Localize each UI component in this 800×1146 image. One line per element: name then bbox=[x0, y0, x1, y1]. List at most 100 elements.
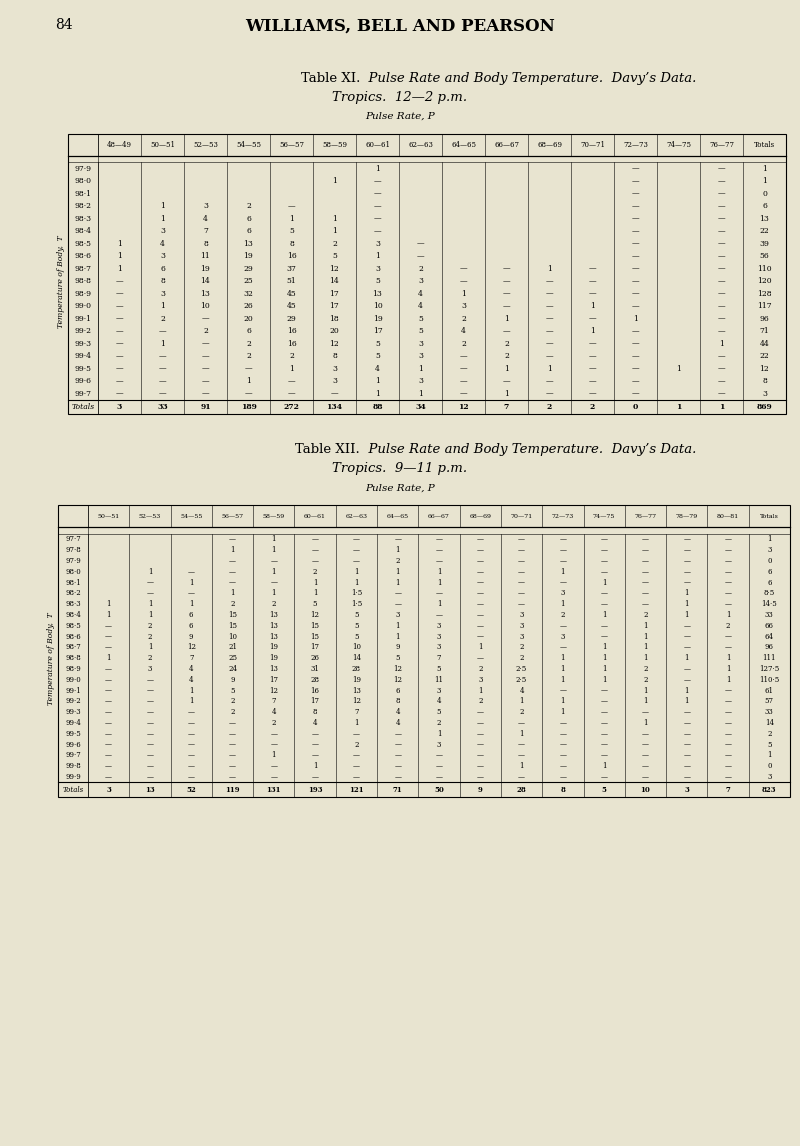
Text: —: — bbox=[546, 303, 554, 311]
Text: —: — bbox=[601, 547, 608, 555]
Text: —: — bbox=[202, 315, 210, 323]
Text: 6: 6 bbox=[246, 328, 251, 336]
Text: —: — bbox=[477, 547, 484, 555]
Text: 1: 1 bbox=[313, 589, 318, 597]
Text: 98·2: 98·2 bbox=[65, 589, 81, 597]
Text: 14·5: 14·5 bbox=[762, 601, 778, 609]
Text: 1: 1 bbox=[547, 364, 552, 372]
Text: 99·7: 99·7 bbox=[74, 390, 91, 398]
Text: 2: 2 bbox=[726, 622, 730, 630]
Text: —: — bbox=[435, 535, 442, 543]
Text: 9: 9 bbox=[189, 633, 194, 641]
Text: 99·2: 99·2 bbox=[74, 328, 91, 336]
Text: 1: 1 bbox=[762, 178, 767, 186]
Text: —: — bbox=[559, 622, 566, 630]
Text: —: — bbox=[229, 719, 236, 727]
Text: 6: 6 bbox=[189, 611, 194, 619]
Text: —: — bbox=[374, 190, 382, 198]
Text: 1: 1 bbox=[332, 178, 337, 186]
Text: 98·7: 98·7 bbox=[74, 265, 91, 273]
Text: 99·1: 99·1 bbox=[74, 315, 91, 323]
Text: —: — bbox=[460, 265, 467, 273]
Text: —: — bbox=[229, 557, 236, 565]
Text: —: — bbox=[718, 364, 726, 372]
Text: 1: 1 bbox=[148, 567, 152, 575]
Text: 2: 2 bbox=[246, 202, 251, 210]
Text: —: — bbox=[188, 589, 194, 597]
Text: —: — bbox=[229, 730, 236, 738]
Text: —: — bbox=[116, 352, 123, 360]
Text: —: — bbox=[394, 762, 402, 770]
Text: —: — bbox=[394, 601, 402, 609]
Text: —: — bbox=[270, 730, 278, 738]
Text: 66—67: 66—67 bbox=[428, 515, 450, 519]
Text: 97·7: 97·7 bbox=[65, 535, 81, 543]
Text: —: — bbox=[518, 601, 525, 609]
Text: —: — bbox=[632, 202, 639, 210]
Text: 15: 15 bbox=[310, 633, 320, 641]
Text: 21: 21 bbox=[228, 643, 237, 651]
Text: —: — bbox=[105, 665, 112, 673]
Text: 33: 33 bbox=[765, 611, 774, 619]
Text: —: — bbox=[718, 303, 726, 311]
Text: —: — bbox=[105, 676, 112, 684]
Text: —: — bbox=[518, 535, 525, 543]
Text: —: — bbox=[683, 547, 690, 555]
Text: 1: 1 bbox=[289, 214, 294, 222]
Text: —: — bbox=[601, 698, 608, 706]
Text: —: — bbox=[270, 557, 278, 565]
Text: —: — bbox=[477, 611, 484, 619]
Text: —: — bbox=[146, 676, 154, 684]
Text: Totals: Totals bbox=[754, 141, 775, 149]
Text: —: — bbox=[116, 339, 123, 347]
Text: 28: 28 bbox=[517, 786, 526, 794]
Text: —: — bbox=[460, 377, 467, 385]
Text: 1: 1 bbox=[676, 364, 681, 372]
Text: 10: 10 bbox=[352, 643, 361, 651]
Text: —: — bbox=[435, 611, 442, 619]
Text: 1: 1 bbox=[106, 654, 111, 662]
Text: —: — bbox=[559, 762, 566, 770]
Text: 2: 2 bbox=[519, 643, 524, 651]
Text: 8: 8 bbox=[762, 377, 767, 385]
Text: 1: 1 bbox=[685, 611, 689, 619]
Text: —: — bbox=[394, 752, 402, 760]
Text: —: — bbox=[270, 774, 278, 782]
Text: —: — bbox=[683, 774, 690, 782]
Text: 64: 64 bbox=[765, 633, 774, 641]
Text: —: — bbox=[146, 589, 154, 597]
Text: 60—61: 60—61 bbox=[365, 141, 390, 149]
Text: —: — bbox=[105, 752, 112, 760]
Text: 4: 4 bbox=[461, 328, 466, 336]
Text: 1: 1 bbox=[395, 567, 400, 575]
Text: —: — bbox=[245, 390, 252, 398]
Text: —: — bbox=[601, 752, 608, 760]
Text: —: — bbox=[518, 752, 525, 760]
Text: 12: 12 bbox=[352, 698, 361, 706]
Text: 3: 3 bbox=[395, 611, 400, 619]
Text: 2: 2 bbox=[332, 240, 337, 248]
Text: 9: 9 bbox=[395, 643, 400, 651]
Text: 10: 10 bbox=[373, 303, 382, 311]
Text: 14: 14 bbox=[352, 654, 361, 662]
Text: 2: 2 bbox=[246, 352, 251, 360]
Text: 1: 1 bbox=[437, 601, 442, 609]
Text: 3: 3 bbox=[106, 786, 111, 794]
Text: 1: 1 bbox=[375, 377, 380, 385]
Text: 2: 2 bbox=[230, 601, 234, 609]
Text: —: — bbox=[632, 240, 639, 248]
Text: 131: 131 bbox=[266, 786, 281, 794]
Text: 9: 9 bbox=[478, 786, 482, 794]
Text: —: — bbox=[158, 328, 166, 336]
Text: 50: 50 bbox=[434, 786, 444, 794]
Text: —: — bbox=[559, 774, 566, 782]
Text: 1: 1 bbox=[504, 364, 509, 372]
Text: 18: 18 bbox=[330, 315, 339, 323]
Text: 99·6: 99·6 bbox=[74, 377, 91, 385]
Text: 3: 3 bbox=[437, 740, 441, 748]
Text: 6: 6 bbox=[246, 227, 251, 235]
Text: 98·0: 98·0 bbox=[65, 567, 81, 575]
Text: 2·5: 2·5 bbox=[516, 665, 527, 673]
Text: 2: 2 bbox=[504, 339, 509, 347]
Text: 14: 14 bbox=[330, 277, 339, 285]
